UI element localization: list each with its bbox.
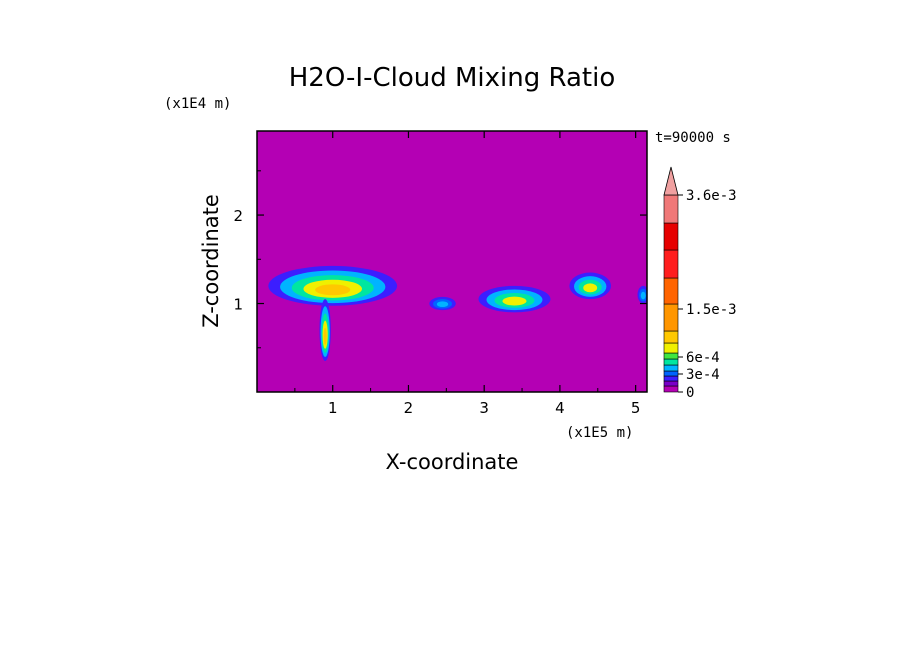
x-axis-label: X-coordinate <box>386 450 519 474</box>
y-tick-label: 1 <box>233 296 243 314</box>
y-scale-label: (x1E4 m) <box>164 96 231 112</box>
cloud-regions <box>268 265 647 362</box>
plot-background <box>257 131 647 392</box>
colorbar-band <box>663 277 679 305</box>
colorbar: 0 3e-46e-4 1.5e-3 3.6e-3 <box>663 166 737 401</box>
cloud-region <box>429 296 456 311</box>
x-tick-label: 2 <box>404 399 414 417</box>
chart-title: H2O-I-Cloud Mixing Ratio <box>289 63 616 93</box>
colorbar-band <box>663 342 679 354</box>
x-axis: 1 2 3 4 5 <box>294 131 641 417</box>
cloud-contour <box>323 327 327 345</box>
colorbar-label: 1.5e-3 <box>686 302 737 318</box>
cloud-contour <box>583 283 598 293</box>
colorbar-label: 6e-4 <box>686 350 720 366</box>
cloud-region <box>478 285 551 313</box>
cloud-region <box>319 299 331 362</box>
cloud-contour <box>315 284 351 296</box>
cloud-contour <box>640 291 646 300</box>
colorbar-label: 0 <box>686 385 694 401</box>
colorbar-band <box>663 358 679 366</box>
time-label: t=90000 s <box>655 130 731 146</box>
colorbar-band <box>663 303 679 332</box>
plot-area <box>256 130 648 393</box>
colorbar-band <box>663 194 679 224</box>
x-tick-label: 4 <box>555 399 565 417</box>
x-tick-label: 5 <box>631 399 641 417</box>
colorbar-band <box>663 249 679 279</box>
x-tick-label: 3 <box>479 399 489 417</box>
x-scale-label: (x1E5 m) <box>566 425 633 441</box>
colorbar-band <box>663 330 679 344</box>
colorbar-label: 3.6e-3 <box>686 188 737 204</box>
colorbar-band <box>663 380 679 387</box>
y-axis: 12 <box>233 170 647 349</box>
y-tick-label: 2 <box>233 207 243 225</box>
colorbar-band <box>663 222 679 251</box>
colorbar-band <box>663 364 679 372</box>
colorbar-band <box>663 352 679 360</box>
plot-frame <box>256 130 648 393</box>
cloud-region <box>569 272 612 300</box>
cloud-region <box>637 285 647 304</box>
colorbar-band <box>663 375 679 382</box>
y-axis-label: Z-coordinate <box>199 194 223 328</box>
colorbar-band <box>663 385 679 393</box>
colorbar-extend-max <box>663 166 679 196</box>
x-tick-label: 1 <box>328 399 338 417</box>
colorbar-band <box>663 370 679 377</box>
colorbar-label: 3e-4 <box>686 367 720 383</box>
cloud-region <box>268 265 398 306</box>
cloud-contour <box>502 296 527 306</box>
cloud-contour <box>436 301 449 308</box>
